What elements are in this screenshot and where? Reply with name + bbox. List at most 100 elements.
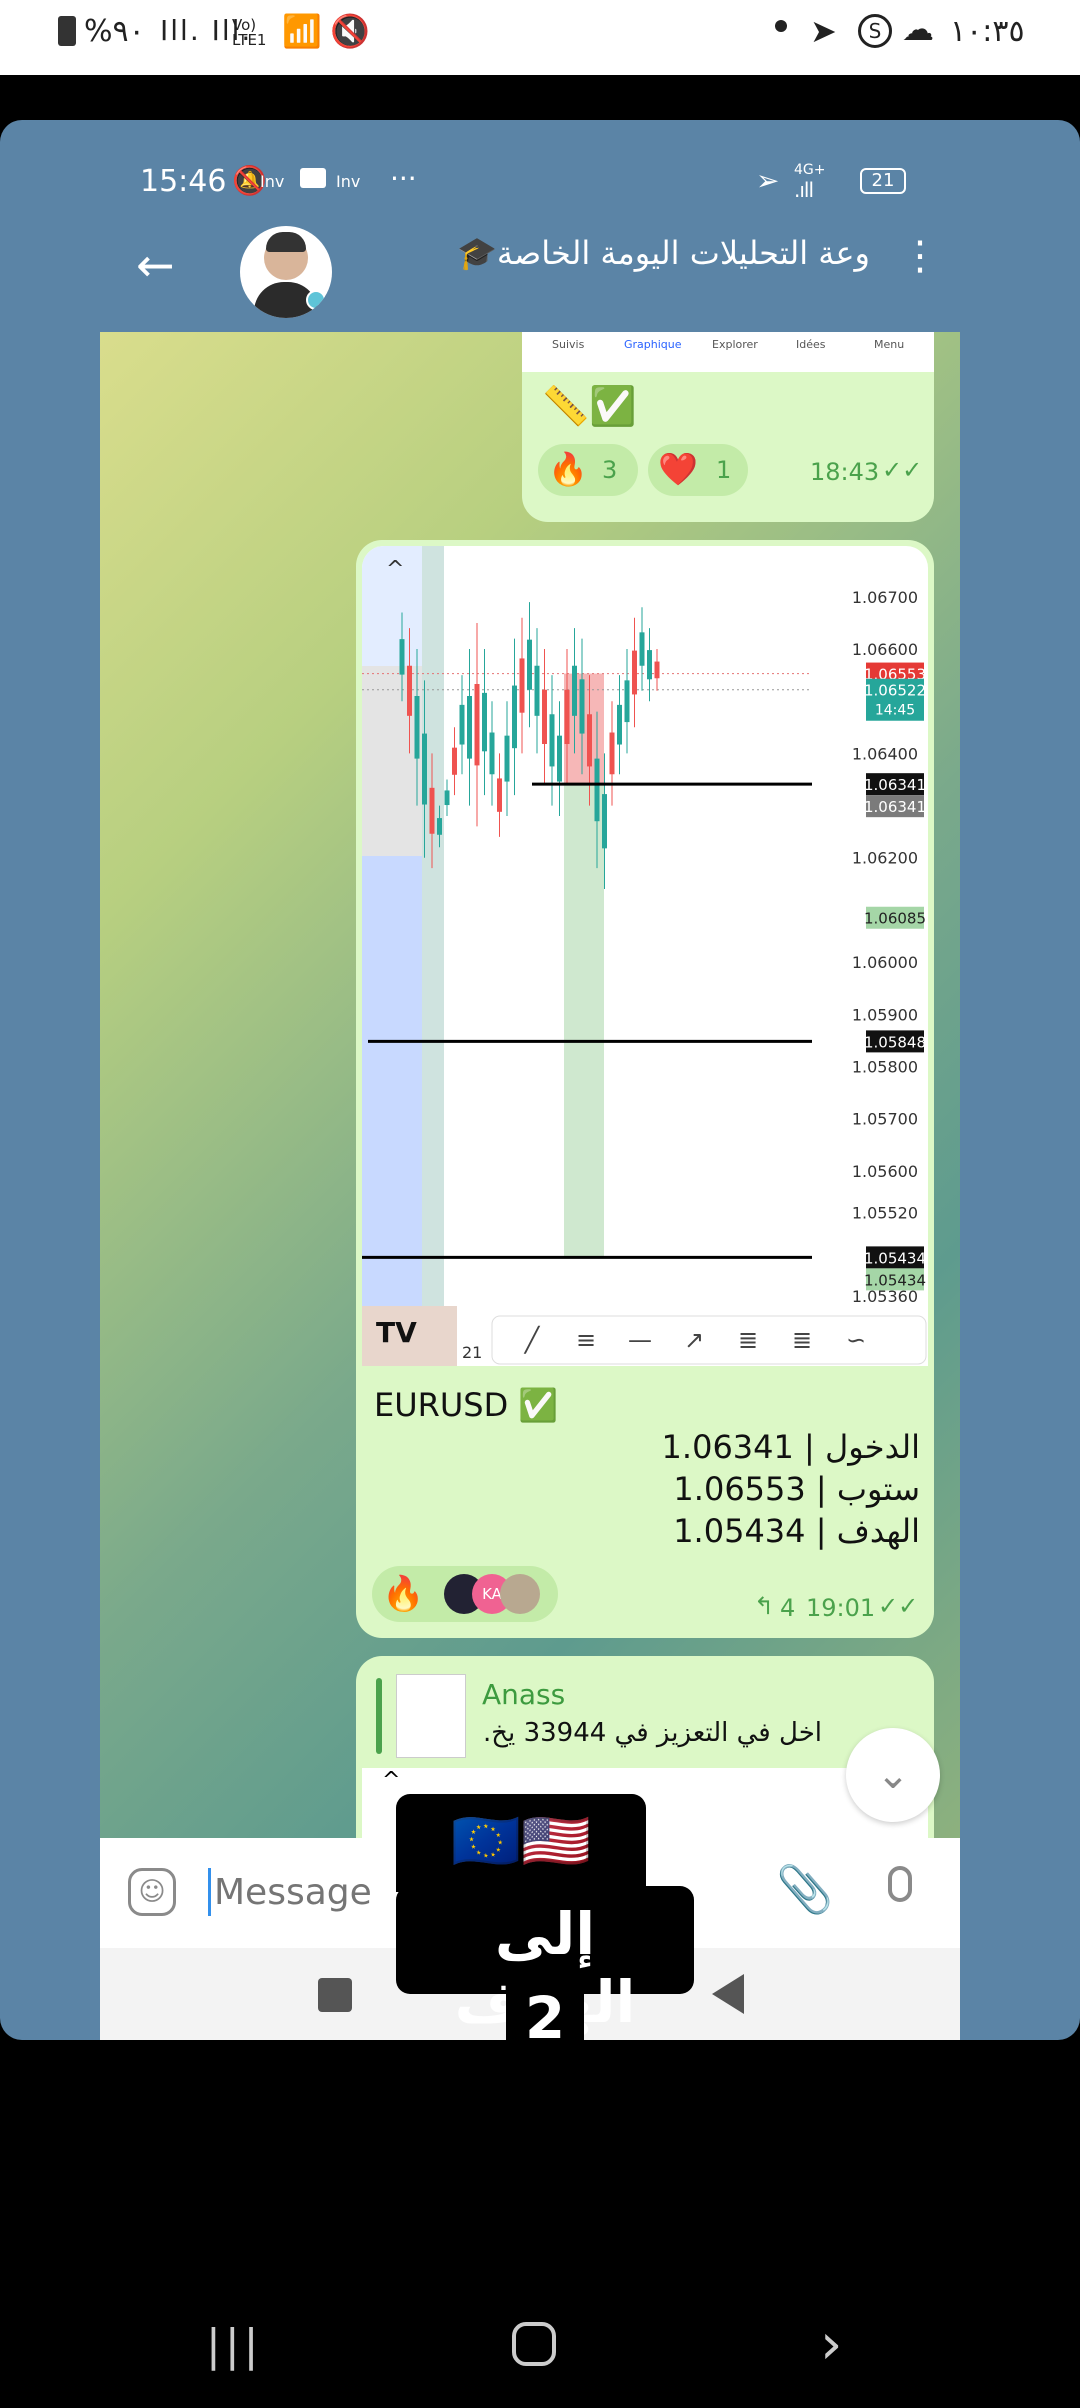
tab-suivis: Suivis xyxy=(552,338,585,351)
chat-area[interactable]: Suivis Graphique Explorer Idées Menu 📏✅ … xyxy=(100,332,960,1840)
candle-body xyxy=(654,661,660,679)
forward-count: 4 xyxy=(780,1594,796,1622)
back-arrow-icon[interactable]: ← xyxy=(136,238,175,292)
collapse-caret-icon: ^ xyxy=(382,1768,401,1793)
y-tick-label: 1.05520 xyxy=(852,1204,918,1223)
telegram-icon: ➤ xyxy=(810,12,837,50)
candle-body xyxy=(602,794,607,849)
chat-title[interactable]: وعة التحليلات اليومة الخاصة🎓 xyxy=(457,234,870,272)
read-ticks-icon: ✓✓ xyxy=(882,456,923,484)
price-tag-label: 1.06341 xyxy=(864,776,926,794)
candle-body xyxy=(632,650,637,695)
candle-body xyxy=(407,665,412,716)
y-tick-label: 1.06700 xyxy=(852,588,918,607)
menu-kebab-icon[interactable]: ⋮ xyxy=(900,233,940,279)
inner-time: 15:46 xyxy=(140,164,227,199)
candle-body xyxy=(467,696,472,759)
candle-body xyxy=(639,632,645,666)
message-time-2: 19:01 xyxy=(806,1594,876,1622)
inv-label: Inv xyxy=(260,172,285,191)
tab-idees: Idées xyxy=(796,338,826,351)
y-tick-label: 1.06400 xyxy=(852,744,918,763)
tradingview-logo: TV xyxy=(376,1316,417,1349)
y-tick-label: 1.05360 xyxy=(852,1287,918,1306)
scroll-down-button[interactable]: ⌄ xyxy=(846,1728,940,1822)
y-tick-label: 1.05800 xyxy=(852,1057,918,1076)
message-bubble-1[interactable]: Suivis Graphique Explorer Idées Menu 📏✅ … xyxy=(522,332,934,522)
mic-icon[interactable] xyxy=(888,1866,912,1902)
candle-body xyxy=(444,790,450,806)
candle-body xyxy=(594,758,600,822)
price-tag-bg xyxy=(866,678,924,721)
y-tick-label: 1.05900 xyxy=(852,1005,918,1024)
reaction-group[interactable]: 🔥 KA xyxy=(372,1566,558,1622)
avatar[interactable] xyxy=(240,226,332,318)
x-axis-label: 21 xyxy=(462,1343,482,1362)
tab-menu: Menu xyxy=(874,338,905,351)
candle-body xyxy=(437,818,442,835)
candle-body xyxy=(609,732,615,775)
toolbar-tool-icon: ╱ xyxy=(523,1325,541,1354)
chart-image[interactable]: 1.06700 1.06600 1.06400 1.06200 1.06000 1.059… xyxy=(362,546,928,1366)
candle-body xyxy=(572,665,577,716)
candle-body xyxy=(452,747,457,775)
candle-body xyxy=(624,680,630,723)
overlay-text-box: إلى الهدف xyxy=(396,1886,694,2036)
candle-body xyxy=(542,689,547,744)
price-tag-bg xyxy=(866,1268,924,1291)
emoji-line: 📏✅ xyxy=(542,384,637,428)
candle-body xyxy=(549,714,555,767)
signal-icon: Ill. Ill. xyxy=(160,14,253,47)
candle-body xyxy=(474,684,480,766)
drawing-toolbar xyxy=(491,1315,927,1365)
candle-body xyxy=(587,714,592,767)
price-tag-label: 1.06522 xyxy=(864,682,926,700)
candle-body xyxy=(519,658,525,713)
inv-label-2: Inv xyxy=(336,172,361,191)
candle-body xyxy=(512,685,517,749)
stop-line: ستوب | 1.06553 xyxy=(673,1470,920,1508)
home-icon[interactable] xyxy=(512,2322,556,2366)
candle-body xyxy=(497,778,502,812)
inner-signal-icon: .ıll xyxy=(794,178,814,202)
back-triangle-icon[interactable] xyxy=(712,1974,744,2014)
s-icon: S xyxy=(858,14,892,48)
candle-body xyxy=(579,679,585,734)
candle-body xyxy=(429,787,435,834)
reaction-fire[interactable]: 🔥 3 xyxy=(538,444,638,496)
target-line: الهدف | 1.05434 xyxy=(673,1512,920,1550)
toolbar-tool-icon: ∽ xyxy=(846,1326,866,1354)
tv-tab-bar: Suivis Graphique Explorer Idées Menu xyxy=(522,332,934,372)
price-tag-bg xyxy=(866,795,924,818)
battery-icon xyxy=(58,16,76,46)
tradingview-chart: 1.06700 1.06600 1.06400 1.06200 1.06000 1.059… xyxy=(362,546,927,1366)
tv-logo-bg xyxy=(362,1306,457,1366)
message-bubble-2[interactable]: 1.06700 1.06600 1.06400 1.06200 1.06000 1.059… xyxy=(356,540,934,1638)
toolbar-tool-icon: ≡ xyxy=(576,1326,596,1354)
price-tag-label: 1.05434 xyxy=(864,1249,926,1267)
toolbar-tool-icon: — xyxy=(628,1326,652,1354)
candle-body xyxy=(557,735,562,782)
recents-icon[interactable] xyxy=(318,1978,352,2012)
back-chevron-icon[interactable]: › xyxy=(820,2312,843,2377)
clock: ١٠:٣٥ xyxy=(950,14,1025,49)
system-status-bar: %٩٠ Ill. Ill. Vo) LTE1 📶 🔇 ➤ S ☁ ١٠:٣٥ xyxy=(0,0,1080,75)
forward-icon: ↰ xyxy=(754,1592,775,1620)
mute-icon: 🔇 xyxy=(330,12,370,50)
alarm-off-icon: 🔕 xyxy=(232,164,267,197)
zone-blue xyxy=(362,856,422,1326)
cloud-icon: ☁ xyxy=(902,10,934,48)
candle-body xyxy=(504,735,510,782)
recents-lines-icon[interactable]: ||| xyxy=(206,2320,263,2371)
tab-graphique: Graphique xyxy=(624,338,682,351)
y-tick-label: 1.06600 xyxy=(852,640,918,659)
overlay-line-2: 2 xyxy=(524,1984,566,2052)
price-tag-label: 1.06341 xyxy=(864,798,926,816)
candle-body xyxy=(459,704,465,745)
y-tick-label: 1.05700 xyxy=(852,1110,918,1129)
attach-icon[interactable]: 📎 xyxy=(776,1862,834,1916)
sticker-icon[interactable]: ☺ xyxy=(128,1868,176,1916)
reaction-heart[interactable]: ❤️ 1 xyxy=(648,444,748,496)
zone-gray xyxy=(362,666,422,856)
inner-status-bar: 15:46 🔕 Inv Inv ··· ➢ 4G+ .ıll 21 xyxy=(140,160,940,210)
